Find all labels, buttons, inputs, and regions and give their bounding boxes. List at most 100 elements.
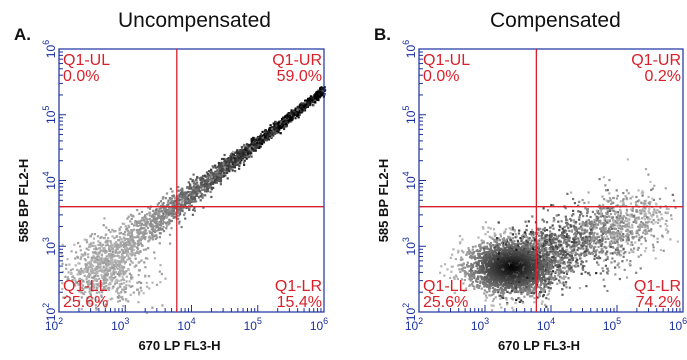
event-dot bbox=[164, 197, 167, 200]
event-dot bbox=[100, 257, 103, 260]
event-dot bbox=[105, 284, 108, 288]
event-dot bbox=[115, 266, 118, 269]
event-dot bbox=[497, 291, 500, 294]
event-dot bbox=[134, 236, 137, 239]
event-dot bbox=[129, 220, 132, 223]
event-dot bbox=[476, 270, 479, 273]
event-dot bbox=[469, 270, 473, 273]
event-dot bbox=[84, 253, 87, 256]
event-dot bbox=[122, 282, 126, 285]
event-dot bbox=[596, 261, 599, 264]
quadrant-name: Q1-LR bbox=[275, 278, 322, 295]
event-dot bbox=[110, 258, 113, 261]
event-dot bbox=[138, 236, 141, 239]
event-dot bbox=[274, 122, 277, 126]
event-dot bbox=[111, 254, 114, 257]
event-dot bbox=[91, 244, 94, 247]
panel-title: Compensated bbox=[490, 9, 621, 32]
event-dot bbox=[592, 242, 596, 245]
event-dot bbox=[549, 230, 552, 233]
event-dot bbox=[83, 238, 86, 241]
event-dot bbox=[604, 226, 608, 229]
event-dot bbox=[126, 217, 129, 220]
event-dot bbox=[122, 288, 125, 291]
event-dot bbox=[279, 123, 282, 126]
event-dot bbox=[151, 281, 154, 284]
event-dot bbox=[244, 148, 247, 151]
event-dot bbox=[158, 213, 161, 216]
event-dot bbox=[109, 281, 112, 284]
event-dot bbox=[277, 121, 280, 125]
event-dot bbox=[221, 168, 224, 171]
event-dot bbox=[131, 240, 135, 243]
event-dot bbox=[244, 147, 247, 150]
event-dot bbox=[534, 291, 537, 294]
event-dot bbox=[155, 283, 159, 286]
event-dot bbox=[313, 94, 316, 97]
event-dot bbox=[210, 177, 214, 180]
event-dot bbox=[628, 214, 631, 217]
event-dot bbox=[195, 194, 198, 197]
event-dot bbox=[296, 105, 299, 108]
event-dot bbox=[122, 258, 125, 261]
event-dot bbox=[156, 203, 159, 206]
event-dot bbox=[206, 179, 210, 182]
event-dot bbox=[94, 259, 97, 262]
event-dot bbox=[85, 286, 88, 289]
event-dot bbox=[548, 250, 551, 253]
event-dot bbox=[134, 254, 137, 257]
event-dot bbox=[616, 211, 620, 214]
event-dot bbox=[603, 235, 606, 238]
event-dot bbox=[111, 265, 114, 268]
event-dot bbox=[117, 255, 120, 258]
event-dot bbox=[188, 208, 191, 211]
event-dot bbox=[95, 270, 98, 274]
event-dot bbox=[264, 130, 267, 133]
event-dot bbox=[498, 249, 501, 252]
event-dot bbox=[217, 174, 220, 177]
event-dot bbox=[125, 237, 128, 241]
event-dot bbox=[138, 252, 141, 255]
event-dot bbox=[468, 256, 472, 259]
event-dot bbox=[128, 247, 131, 250]
event-dot bbox=[505, 298, 508, 301]
event-dot bbox=[95, 295, 98, 298]
event-dot bbox=[180, 190, 183, 193]
event-dot bbox=[527, 239, 530, 242]
event-dot bbox=[203, 179, 207, 182]
event-dot bbox=[225, 167, 229, 170]
event-dot bbox=[192, 208, 195, 211]
event-dot bbox=[602, 176, 605, 179]
event-dot bbox=[167, 223, 170, 226]
event-dot bbox=[494, 244, 497, 247]
event-dot bbox=[105, 226, 108, 229]
event-dot bbox=[123, 256, 126, 259]
event-dot bbox=[292, 109, 296, 113]
event-dot bbox=[253, 140, 256, 143]
event-dot bbox=[201, 183, 204, 186]
event-dot bbox=[653, 208, 656, 211]
event-dot bbox=[137, 274, 140, 277]
event-dot bbox=[219, 180, 222, 183]
event-dot bbox=[600, 222, 603, 225]
event-dot bbox=[112, 266, 115, 269]
event-dot bbox=[133, 248, 136, 252]
event-dot bbox=[143, 220, 146, 223]
event-dot bbox=[137, 241, 140, 244]
event-dot bbox=[208, 170, 211, 173]
event-dot bbox=[500, 306, 503, 309]
event-dot bbox=[136, 209, 139, 212]
event-dot bbox=[160, 220, 163, 223]
event-dot bbox=[114, 249, 117, 252]
event-dot bbox=[256, 141, 259, 144]
tick-base: 10 bbox=[44, 110, 58, 124]
event-dot bbox=[547, 272, 550, 275]
event-dot bbox=[134, 257, 137, 260]
event-dot bbox=[92, 241, 95, 244]
event-dot bbox=[284, 117, 287, 120]
event-dot bbox=[120, 279, 123, 282]
event-dot bbox=[196, 192, 199, 195]
